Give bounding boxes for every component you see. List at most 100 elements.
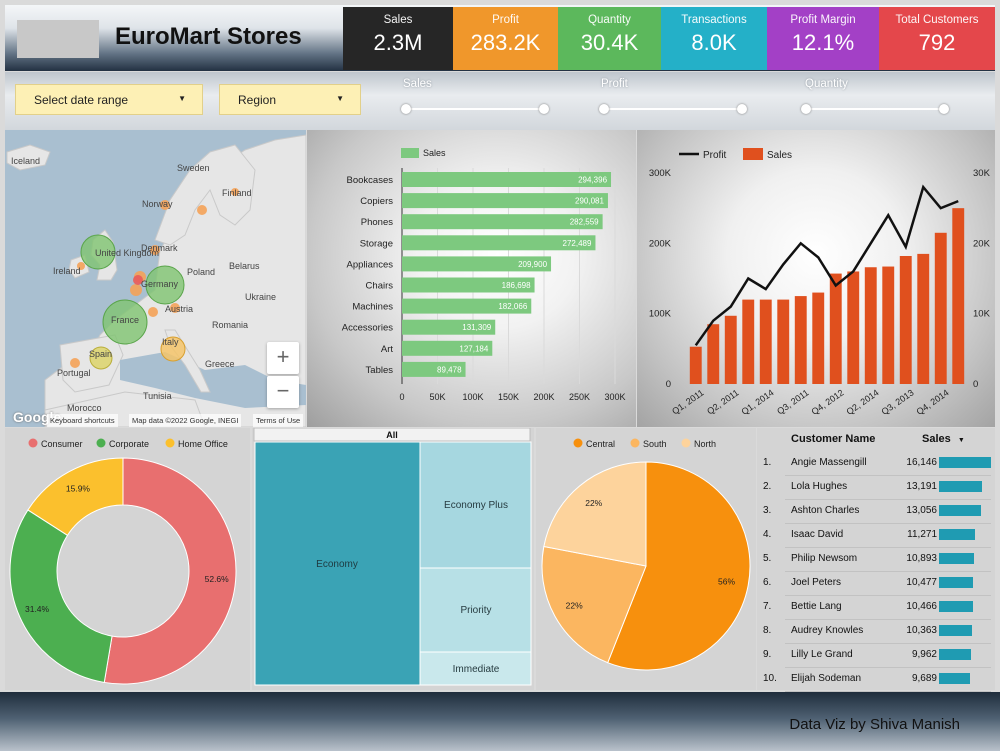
row-rank: 8. — [763, 625, 772, 636]
map-zoom-out-button[interactable]: − — [267, 376, 299, 408]
bar-tables[interactable] — [402, 361, 466, 377]
treemap-root-header — [253, 427, 531, 442]
bar-accessories[interactable] — [402, 319, 496, 335]
sales-bar — [939, 481, 982, 492]
treemap-root-label: All — [386, 430, 398, 440]
sales-bar[interactable] — [864, 267, 877, 384]
top-customers-table: Customer Name Sales ▼ 1. Angie Massengill… — [757, 428, 995, 692]
column-header-sales[interactable]: Sales ▼ — [922, 433, 965, 445]
treemap-tile-immediate — [419, 651, 532, 686]
slider-min-handle[interactable] — [801, 104, 811, 114]
table-row[interactable]: 2. Lola Hughes 13,191 — [757, 476, 995, 500]
table-row[interactable]: 1. Angie Massengill 16,146 — [757, 452, 995, 476]
profit-range-slider[interactable] — [599, 103, 747, 115]
donut-slice-label: 31.4% — [25, 604, 50, 614]
table-row[interactable]: 8. Audrey Knowles 10,363 — [757, 620, 995, 644]
combo-left-tick-label: 300K — [649, 168, 672, 179]
map-label-austria: Austria — [165, 304, 193, 314]
footer-credit: Data Viz by Shiva Manish — [789, 716, 960, 733]
bar-phones[interactable] — [402, 214, 603, 230]
bar-copiers[interactable] — [402, 193, 608, 209]
map-label-belarus: Belarus — [229, 261, 260, 271]
slider-max-handle[interactable] — [737, 104, 747, 114]
bar-bookcases[interactable] — [402, 172, 612, 187]
table-row[interactable]: 9. Lilly Le Grand 9,962 — [757, 644, 995, 668]
sales-bar[interactable] — [812, 292, 825, 384]
donut-slice[interactable] — [9, 509, 113, 684]
sales-bar[interactable] — [777, 299, 790, 384]
profit-line[interactable] — [694, 184, 959, 347]
donut-chart-svg: Consumer Corporate Home Office 52.6% 31.4… — [9, 438, 237, 685]
combo-x-tick-label: Q2, 2011 — [705, 387, 741, 416]
bar-appliances[interactable] — [402, 256, 552, 272]
map-label-ireland: Ireland — [53, 266, 81, 276]
treemap-tile-priority — [419, 567, 532, 653]
slider-max-handle[interactable] — [939, 104, 949, 114]
map-label-tunisia: Tunisia — [143, 391, 172, 401]
bar-chairs[interactable] — [402, 277, 535, 293]
slider-max-handle[interactable] — [539, 104, 549, 114]
customer-name: Ashton Charles — [791, 505, 860, 516]
bar-category-label: Bookcases — [347, 175, 394, 186]
sales-bar[interactable] — [724, 315, 737, 384]
sales-bar[interactable] — [882, 266, 895, 384]
sales-bar[interactable] — [917, 253, 930, 384]
date-range-label: Select date range — [34, 93, 129, 107]
bar-storage[interactable] — [402, 235, 596, 251]
slider-min-handle[interactable] — [401, 104, 411, 114]
table-row[interactable]: 4. Isaac David 11,271 — [757, 524, 995, 548]
region-dropdown[interactable]: Region ▼ — [219, 84, 361, 115]
bar-legend-label: Sales — [423, 148, 446, 158]
donut-slice[interactable] — [103, 457, 237, 685]
column-header-customer-name[interactable]: Customer Name — [791, 433, 876, 445]
bar-art[interactable] — [402, 340, 493, 356]
donut-slice-label: 15.9% — [66, 484, 91, 494]
bar-category-label: Tables — [366, 365, 394, 376]
pie-slice[interactable] — [543, 461, 647, 567]
row-rank: 1. — [763, 457, 772, 468]
legend-label-home-office: Home Office — [178, 439, 228, 449]
row-divider — [785, 691, 991, 692]
sales-bar[interactable] — [707, 324, 720, 384]
kpi-label: Transactions — [681, 14, 747, 26]
customer-name: Audrey Knowles — [791, 625, 864, 636]
table-row[interactable]: 10. Elijah Sodeman 9,689 — [757, 668, 995, 692]
slider-min-handle[interactable] — [599, 104, 609, 114]
sales-bar[interactable] — [742, 299, 755, 384]
bar-value-label: 272,489 — [563, 239, 592, 248]
map-label-norway: Norway — [142, 199, 173, 209]
donut-slice[interactable] — [27, 457, 124, 537]
sales-bar[interactable] — [952, 208, 965, 384]
table-row[interactable]: 5. Philip Newsom 10,893 — [757, 548, 995, 572]
slider-track — [805, 108, 945, 110]
table-row[interactable]: 6. Joel Peters 10,477 — [757, 572, 995, 596]
sales-bar[interactable] — [759, 299, 772, 384]
sales-bar[interactable] — [794, 296, 807, 384]
bar-x-tick-label: 250K — [569, 392, 590, 402]
sales-bar[interactable] — [899, 255, 912, 384]
sales-range-slider[interactable] — [401, 103, 549, 115]
map-bubble-norway — [160, 200, 170, 210]
terms-of-use-link[interactable]: Terms of Use — [253, 414, 304, 427]
bar-x-tick-label: 50K — [429, 392, 445, 402]
sales-bar[interactable] — [829, 273, 842, 384]
bar-machines[interactable] — [402, 298, 532, 314]
pie-slice[interactable] — [541, 545, 647, 664]
kpi-label: Profit — [492, 14, 519, 26]
map-zoom-in-button[interactable]: + — [267, 342, 299, 374]
sales-bar[interactable] — [934, 232, 947, 384]
quantity-range-slider[interactable] — [801, 103, 949, 115]
sales-bar[interactable] — [689, 346, 702, 384]
table-row[interactable]: 3. Ashton Charles 13,056 — [757, 500, 995, 524]
geo-map[interactable]: Iceland Sweden Finland Norway Denmark Un… — [5, 130, 306, 427]
date-range-dropdown[interactable]: Select date range ▼ — [15, 84, 203, 115]
table-row[interactable]: 7. Bettie Lang 10,466 — [757, 596, 995, 620]
map-bubble-italy — [160, 336, 186, 362]
map-label-france: France — [111, 315, 139, 325]
keyboard-shortcuts-link[interactable]: Keyboard shortcuts — [47, 414, 118, 427]
map-canvas[interactable]: Iceland Sweden Finland Norway Denmark Un… — [5, 130, 306, 427]
sales-bar[interactable] — [847, 271, 860, 384]
pie-slice[interactable] — [607, 461, 751, 671]
kpi-value: 283.2K — [470, 30, 541, 55]
